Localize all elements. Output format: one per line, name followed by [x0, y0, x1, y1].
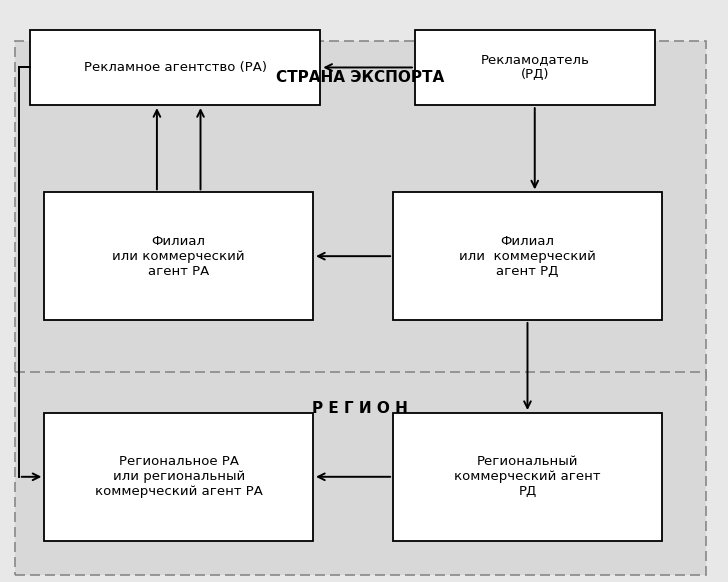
Bar: [15, 372, 705, 576]
Text: СТРАНА ЭКСПОРТА: СТРАНА ЭКСПОРТА: [276, 70, 445, 86]
Text: Р Е Г И О Н: Р Е Г И О Н: [312, 402, 408, 416]
Text: Рекламодатель
(РД): Рекламодатель (РД): [480, 54, 589, 81]
Text: Рекламное агентство (РА): Рекламное агентство (РА): [84, 61, 266, 74]
Bar: [393, 192, 662, 320]
Text: Филиал
или  коммерческий
агент РД: Филиал или коммерческий агент РД: [459, 235, 596, 278]
Bar: [30, 30, 320, 105]
Bar: [415, 30, 654, 105]
Bar: [393, 413, 662, 541]
Bar: [15, 41, 705, 378]
Text: Региональное РА
или региональный
коммерческий агент РА: Региональное РА или региональный коммерч…: [95, 455, 263, 498]
Bar: [44, 192, 313, 320]
Bar: [44, 413, 313, 541]
Text: Региональный
коммерческий агент
РД: Региональный коммерческий агент РД: [454, 455, 601, 498]
Text: Филиал
или коммерческий
агент РА: Филиал или коммерческий агент РА: [112, 235, 245, 278]
